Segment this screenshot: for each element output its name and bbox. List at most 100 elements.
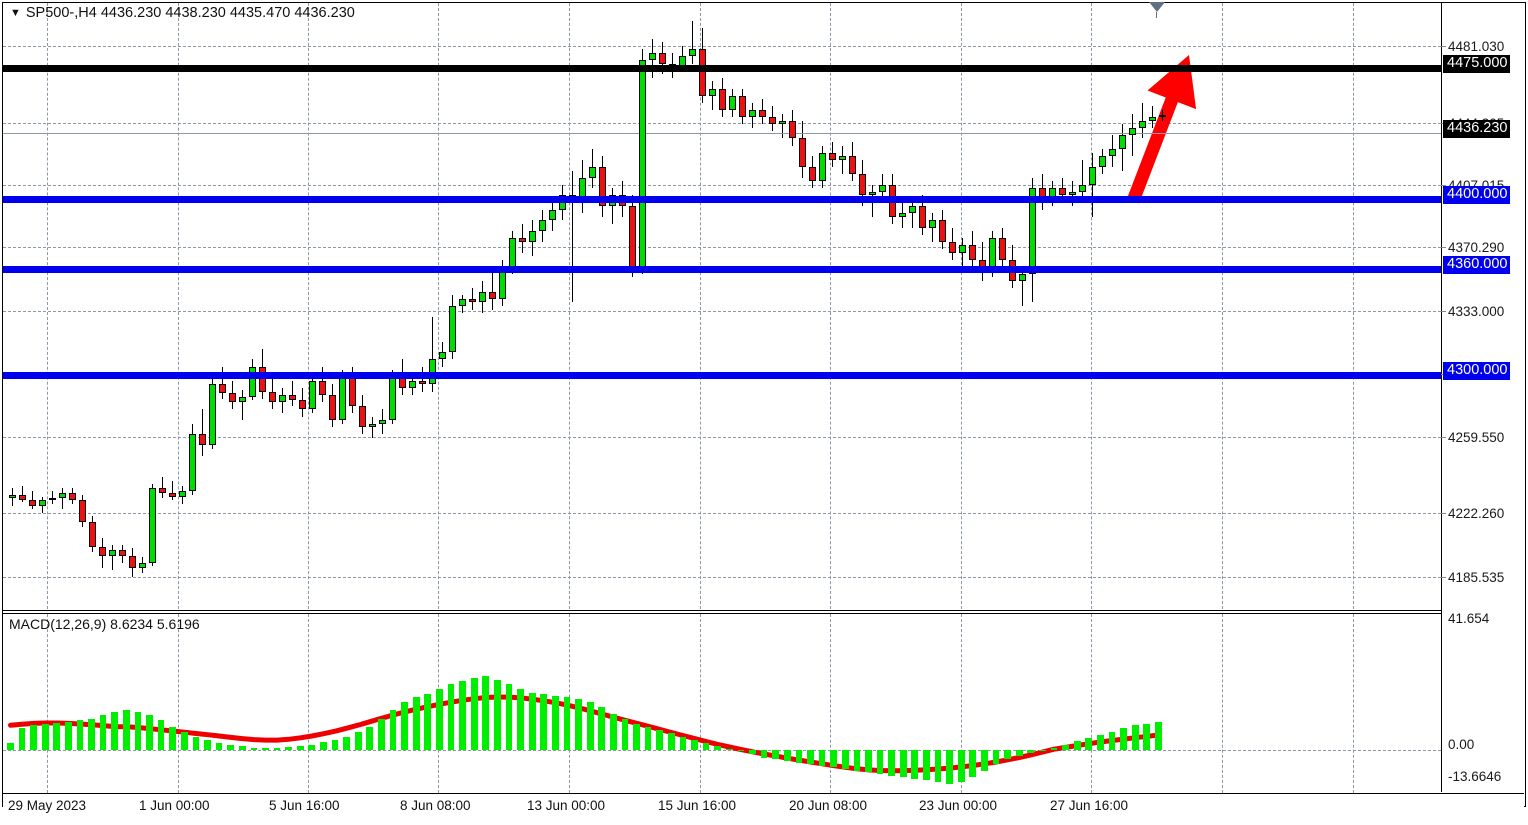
macd-histogram-bar bbox=[992, 749, 1000, 765]
macd-histogram-bar bbox=[505, 684, 513, 750]
macd-histogram-bar bbox=[1155, 721, 1162, 750]
candle-body-bearish bbox=[1059, 188, 1066, 196]
macd-histogram-bar bbox=[1062, 744, 1069, 750]
macd-histogram-bar bbox=[157, 720, 165, 750]
macd-histogram-bar bbox=[586, 702, 594, 750]
candle-body-bullish bbox=[1029, 188, 1036, 274]
candle-body-bullish bbox=[249, 366, 256, 397]
macd-histogram-bar bbox=[841, 749, 849, 770]
macd-histogram-bar bbox=[725, 748, 733, 750]
price-tick-4185.535: 4185.535 bbox=[1440, 570, 1505, 585]
vertical-gridline-10 bbox=[1353, 3, 1354, 609]
price-tag-4436.230[interactable]: 4436.230 bbox=[1443, 120, 1511, 138]
candle-wick bbox=[692, 20, 693, 64]
macd-histogram-bar bbox=[296, 746, 304, 750]
candle-body-bearish bbox=[259, 366, 266, 392]
macd-histogram-bar bbox=[366, 726, 374, 750]
macd-histogram-bar bbox=[888, 749, 895, 776]
macd-histogram-bar bbox=[830, 749, 838, 768]
macd-histogram-bar bbox=[250, 747, 258, 750]
macd-histogram-bar bbox=[517, 689, 524, 750]
candle-body-bearish bbox=[829, 152, 836, 160]
macd-histogram-bar bbox=[760, 749, 768, 758]
candle-body-bullish bbox=[39, 500, 46, 506]
macd-histogram-bar bbox=[575, 699, 582, 750]
level-line-4475.000[interactable] bbox=[3, 65, 1441, 72]
vertical-gridline-7 bbox=[961, 3, 962, 609]
candle-body-bearish bbox=[359, 405, 366, 428]
macd-indicator-pane[interactable]: MACD(12,26,9) 8.6234 5.6196 bbox=[3, 613, 1441, 793]
candle-wick bbox=[242, 389, 243, 421]
macd-histogram-bar bbox=[494, 679, 501, 750]
candle-body-bullish bbox=[589, 166, 596, 178]
candle-body-bearish bbox=[169, 493, 176, 497]
level-line-4360.000[interactable] bbox=[3, 266, 1441, 273]
macd-histogram-bar bbox=[1131, 725, 1139, 750]
candle-body-bearish bbox=[159, 487, 166, 494]
macd-histogram-bar bbox=[807, 749, 814, 765]
price-tag-4300.000[interactable]: 4300.000 bbox=[1443, 362, 1511, 380]
macd-histogram-bar bbox=[957, 749, 965, 783]
candle-body-bullish bbox=[139, 562, 146, 568]
candle-body-bullish bbox=[1119, 134, 1126, 150]
candle-body-bullish bbox=[549, 209, 556, 221]
macd-histogram-bar bbox=[911, 749, 919, 779]
symbol-ohlc-text: SP500-,H4 4436.230 4438.230 4435.470 443… bbox=[25, 5, 355, 21]
macd-histogram-bar bbox=[436, 689, 443, 750]
candle-body-bearish bbox=[849, 156, 856, 175]
candle-body-bullish bbox=[59, 493, 66, 499]
candle-body-bullish bbox=[649, 52, 656, 61]
macd-vertical-gridline-9 bbox=[1222, 614, 1223, 793]
candle-body-bearish bbox=[759, 109, 766, 118]
horizontal-gridline-0 bbox=[3, 46, 1441, 47]
level-line-4300.000[interactable] bbox=[3, 372, 1441, 379]
candle-body-bullish bbox=[189, 434, 196, 492]
price-tag-4475.000[interactable]: 4475.000 bbox=[1443, 55, 1511, 73]
macd-histogram-bar bbox=[644, 726, 652, 750]
triangle-down-icon[interactable]: ▼ bbox=[10, 7, 21, 19]
macd-histogram-bar bbox=[946, 749, 953, 784]
macd-histogram-bar bbox=[865, 749, 872, 773]
macd-histogram-bar bbox=[447, 684, 455, 750]
macd-histogram-bar bbox=[749, 749, 756, 755]
price-tick-4222.260: 4222.260 bbox=[1440, 506, 1505, 521]
candle-body-bullish bbox=[1089, 166, 1096, 185]
candle-wick bbox=[372, 416, 373, 438]
macd-histogram-bar bbox=[331, 739, 339, 750]
candle-body-bullish bbox=[709, 88, 716, 96]
candle-body-bearish bbox=[939, 220, 946, 242]
triangle-down-marker-icon[interactable] bbox=[1149, 2, 1165, 12]
macd-histogram-bar bbox=[1085, 738, 1093, 750]
price-chart-pane[interactable] bbox=[3, 3, 1441, 609]
macd-histogram-bar bbox=[41, 723, 49, 750]
candle-body-bearish bbox=[319, 380, 326, 396]
time-tick-label: 27 Jun 16:00 bbox=[1050, 798, 1129, 813]
price-axis-scale[interactable]: 4481.0304444.3054407.0154370.2904333.000… bbox=[1440, 3, 1524, 792]
candle-body-bearish bbox=[79, 500, 86, 522]
horizontal-gridline-8 bbox=[3, 577, 1441, 578]
candle-wick bbox=[1132, 113, 1133, 157]
candle-wick bbox=[1082, 159, 1083, 200]
candle-body-bearish bbox=[789, 120, 796, 139]
price-tag-4360.000[interactable]: 4360.000 bbox=[1443, 256, 1511, 274]
time-axis-scale[interactable]: 29 May 2023 1 Jun 00:00 5 Jun 16:00 8 Jun 0… bbox=[3, 795, 1524, 823]
candle-body-bearish bbox=[419, 380, 426, 385]
macd-histogram-bar bbox=[320, 742, 327, 750]
macd-histogram-bar bbox=[667, 733, 675, 750]
candle-body-bullish bbox=[389, 377, 396, 421]
price-tag-4400.000[interactable]: 4400.000 bbox=[1443, 186, 1511, 204]
candle-body-bearish bbox=[89, 521, 96, 547]
level-line-4400.000[interactable] bbox=[3, 196, 1441, 203]
candle-body-bullish bbox=[509, 238, 516, 267]
candle-body-bullish bbox=[109, 550, 116, 556]
candle-body-bullish bbox=[1139, 120, 1146, 128]
macd-histogram-bar bbox=[795, 749, 803, 763]
macd-histogram-bar bbox=[354, 731, 362, 750]
candle-body-bullish bbox=[1159, 115, 1166, 118]
macd-histogram-bar bbox=[273, 747, 281, 750]
candle-body-bullish bbox=[929, 220, 936, 228]
macd-histogram-bar bbox=[528, 692, 536, 750]
candle-body-bullish bbox=[379, 420, 386, 424]
candle-body-bearish bbox=[19, 494, 26, 501]
pane-divider bbox=[3, 610, 1441, 611]
